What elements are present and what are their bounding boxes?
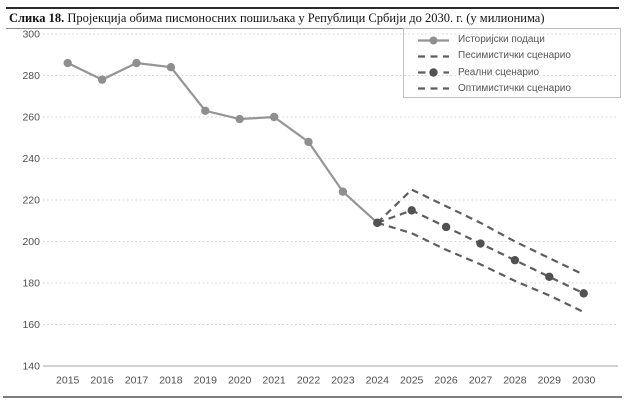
data-point-historical [269,112,279,122]
legend-item-optimistic: Оптимистички сценарио [417,81,620,97]
legend-label-realistic: Реални сценарио [458,66,540,78]
data-point-realistic [579,289,588,298]
legend-item-realistic: Реални сценарио [417,65,620,81]
x-tick-label: 2025 [400,375,424,387]
legend-label-pessimistic: Песимистички сценарио [458,50,571,62]
legend-sample-dashed-line-icon [418,55,449,58]
figure-title: Пројекција обима писмоносних пошиљака у … [67,11,545,25]
x-tick-label: 2028 [503,375,527,387]
y-tick-label: 240 [22,153,40,165]
legend-sample-dashed-line-icon [418,87,449,90]
legend-item-pessimistic: Песимистички сценарио [417,48,620,64]
y-tick-label: 140 [22,361,40,373]
series-line-pessimistic [376,221,585,314]
x-tick-label: 2015 [56,375,80,387]
data-point-historical [63,58,72,68]
data-point-realistic [373,218,382,228]
x-tick-label: 2024 [366,375,390,387]
legend-label-optimistic: Оптимистички сценарио [458,82,571,94]
data-point-realistic [407,206,416,215]
y-tick-label: 300 [22,29,40,41]
x-tick-label: 2019 [194,375,218,387]
data-point-realistic [476,239,485,248]
chart-legend: Историјски подаци Песимистички сценарио … [403,28,621,98]
x-tick-label: 2018 [159,375,183,387]
legend-sample-dashed-line-marker-icon [418,68,449,77]
x-tick-label: 2020 [228,375,252,387]
figure-caption: Слика 18. Пројекција обима писмоносних п… [6,7,619,29]
data-point-historical [201,106,210,115]
data-point-historical [97,75,107,84]
x-tick-label: 2021 [262,375,286,387]
figure-bottom-rule [3,396,622,399]
x-tick-label: 2030 [572,375,596,387]
y-tick-label: 180 [22,278,40,290]
data-point-realistic [545,272,554,281]
x-tick-label: 2023 [331,375,355,387]
x-tick-label: 2022 [297,375,321,387]
x-tick-label: 2026 [434,375,458,387]
chart-svg: 140 160 180 200 220 240 260 280 300 2015 2016 2017 2… [22,29,618,387]
legend-label-historical: Историјски подаци [458,34,545,46]
y-tick-label: 280 [22,70,40,82]
data-point-historical [304,137,313,147]
x-tick-label: 2027 [469,375,493,387]
series-line-historical [67,61,379,224]
data-point-historical [338,187,348,196]
x-tick-label: 2029 [538,375,562,387]
y-tick-label: 160 [22,319,40,331]
x-tick-label: 2017 [125,375,149,387]
series-line-optimistic [376,188,585,276]
legend-sample-solid-line-marker-icon [418,36,449,45]
x-tick-label: 2016 [90,375,114,387]
y-tick-label: 200 [22,236,40,248]
data-point-historical [235,114,244,124]
data-point-historical [132,58,141,68]
y-tick-label: 220 [22,195,40,207]
data-point-historical [166,63,176,72]
figure-label: Слика 18. [9,11,65,25]
legend-item-historical: Историјски подаци [417,32,620,48]
data-point-realistic [441,222,451,232]
data-point-realistic [510,255,520,265]
y-tick-label: 260 [22,112,40,124]
